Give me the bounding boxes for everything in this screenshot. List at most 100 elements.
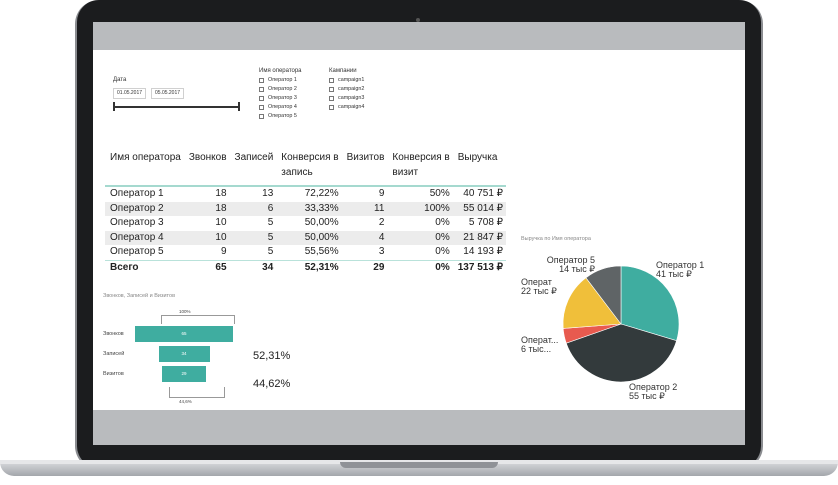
checkbox-icon[interactable] bbox=[259, 95, 264, 101]
table-header-text: визит bbox=[392, 167, 419, 178]
table-cell: 55 014 ₽ bbox=[452, 201, 507, 217]
table-total-cell: 65 bbox=[183, 259, 230, 276]
date-range-slider[interactable] bbox=[113, 106, 239, 108]
funnel-bottom-tick-left bbox=[169, 387, 170, 397]
table-row[interactable]: Оператор 5 9 5 55,56% 3 0% 14 193 ₽ bbox=[105, 245, 506, 260]
pie-title: Выручка по Имя оператора bbox=[521, 236, 591, 242]
pie-label-op5: Оператор 5 14 тыс ₽ bbox=[539, 256, 595, 274]
funnel-bar[interactable]: 34 bbox=[158, 346, 210, 362]
pie-label-op1-name: Оператор 1 bbox=[656, 260, 705, 270]
table-cell: 6 bbox=[229, 201, 277, 217]
funnel-bottom-tick-line bbox=[169, 397, 225, 398]
operator-checkbox-item[interactable]: Оператор 3 bbox=[259, 95, 297, 101]
funnel-stage-label: Записей bbox=[103, 351, 125, 357]
table-header-cell[interactable]: Имя оператора bbox=[105, 150, 184, 187]
table-row[interactable]: Оператор 4 10 5 50,00% 4 0% 21 847 ₽ bbox=[105, 230, 507, 246]
table-cell: 10 bbox=[215, 217, 227, 229]
pie-label-op4-value: 22 тыс ₽ bbox=[521, 286, 557, 296]
date-from-input[interactable]: 01.05.2017 bbox=[113, 88, 147, 99]
table-cell: 50,00% bbox=[304, 217, 339, 229]
conversion-calls-to-records: 52,31% bbox=[253, 350, 291, 362]
operator-checkbox-item[interactable]: Оператор 2 bbox=[259, 86, 297, 92]
table-cell: 0% bbox=[435, 246, 450, 258]
table-header-cell[interactable]: Визитов bbox=[341, 150, 388, 187]
table-cell: 18 bbox=[183, 201, 230, 217]
table-row[interactable]: Оператор 2 18 6 33,33% 11 100% 55 014 ₽ bbox=[105, 201, 507, 217]
campaign-checkbox-label: campaign3 bbox=[338, 95, 365, 101]
table-cell: 3 bbox=[378, 246, 385, 258]
pie-slice-op4[interactable] bbox=[562, 277, 622, 329]
pie-label-op1: Оператор 1 41 тыс ₽ bbox=[656, 261, 704, 279]
operator-checkbox-item[interactable]: Оператор 1 bbox=[259, 77, 297, 83]
pie-label-op4-name: Операт bbox=[521, 277, 552, 287]
funnel-bottom-tick: 44,6% bbox=[179, 399, 192, 404]
date-to-input[interactable]: 05.05.2017 bbox=[151, 88, 185, 99]
funnel-bar[interactable]: 65 bbox=[135, 326, 233, 342]
bottom-gray-bar bbox=[93, 410, 745, 445]
operators-table: Имя оператора Звонков Записей Конверсия в за… bbox=[105, 150, 507, 276]
funnel-title: Звонков, Записей и Визитов bbox=[103, 293, 175, 299]
table-cell: 5 708 ₽ bbox=[468, 217, 504, 229]
table-cell: 33,33% bbox=[276, 201, 342, 217]
pie-label-op5-value: 14 тыс ₽ bbox=[559, 264, 595, 274]
table-row[interactable]: Оператор 1 18 13 72,22% 9 50% 40 751 ₽ bbox=[105, 186, 506, 202]
table-cell: 50% bbox=[429, 188, 450, 199]
checkbox-icon[interactable] bbox=[259, 104, 264, 110]
funnel-bar[interactable]: 29 bbox=[162, 366, 206, 382]
top-gray-bar bbox=[93, 22, 745, 50]
operator-checkbox-item[interactable]: Оператор 5 bbox=[259, 113, 297, 119]
operator-checkbox-item[interactable]: Оператор 4 bbox=[259, 104, 297, 110]
table-header-cell[interactable]: Звонков bbox=[183, 150, 230, 187]
campaign-checkbox-item[interactable]: campaign4 bbox=[329, 104, 364, 110]
table-total-cell: 29 bbox=[341, 259, 388, 276]
table-header-text: Имя оператора bbox=[110, 152, 181, 163]
table-header-cell[interactable]: Конверсия в визит bbox=[387, 150, 453, 187]
table-cell: 72,22% bbox=[304, 188, 339, 199]
campaign-filter-label: Кампании bbox=[329, 68, 357, 74]
checkbox-icon[interactable] bbox=[329, 95, 334, 101]
checkbox-icon[interactable] bbox=[259, 86, 264, 92]
table-cell: 9 bbox=[378, 188, 385, 199]
checkbox-icon[interactable] bbox=[259, 77, 264, 83]
campaign-checkbox-label: campaign4 bbox=[338, 104, 365, 110]
pie-slice-op2[interactable] bbox=[565, 323, 677, 383]
table-cell: 9 bbox=[220, 246, 227, 258]
slider-handle-start[interactable] bbox=[113, 102, 115, 111]
table-body: Оператор 1 18 13 72,22% 9 50% 40 751 ₽ Оператор… bbox=[105, 186, 507, 276]
table-header-cell[interactable]: Конверсия в запись bbox=[276, 150, 342, 187]
table-cell: 13 bbox=[262, 188, 274, 199]
operator-filter-label: Имя оператора bbox=[259, 68, 302, 74]
funnel-bottom-tick-right bbox=[224, 387, 225, 397]
slider-handle-end[interactable] bbox=[238, 102, 240, 111]
table-header-text: Выручка bbox=[457, 152, 498, 163]
checkbox-icon[interactable] bbox=[329, 77, 334, 83]
table-header-text: Визитов bbox=[346, 152, 385, 163]
table-cell: 10 bbox=[183, 230, 230, 246]
pie-label-op2: Оператор 2 55 тыс ₽ bbox=[629, 383, 677, 401]
checkbox-icon[interactable] bbox=[329, 86, 334, 92]
pie-label-op3-value: 6 тыс... bbox=[521, 344, 552, 354]
pie-label-op3-name: Операт... bbox=[521, 335, 559, 345]
operator-checkbox-label: Оператор 4 bbox=[268, 104, 297, 110]
table-total-cell: 0% bbox=[387, 259, 453, 276]
operator-checkbox-label: Оператор 5 bbox=[268, 113, 297, 119]
table-row[interactable]: Оператор 3 10 5 50,00% 2 0% 5 708 ₽ bbox=[105, 216, 506, 231]
campaign-checkbox-item[interactable]: campaign3 bbox=[329, 95, 364, 101]
table-header-cell[interactable]: Записей bbox=[229, 150, 277, 187]
table-cell: Оператор 5 bbox=[110, 246, 164, 258]
pie-label-op1-value: 41 тыс ₽ bbox=[656, 269, 692, 279]
table-total-cell: Всего bbox=[105, 259, 184, 276]
campaign-checkbox-item[interactable]: campaign1 bbox=[329, 77, 364, 83]
campaign-checkbox-item[interactable]: campaign2 bbox=[329, 86, 364, 92]
laptop-notch bbox=[340, 462, 498, 468]
table-header-cell[interactable]: Выручка bbox=[452, 150, 507, 187]
pie-slice-op5[interactable] bbox=[585, 265, 622, 325]
revenue-pie-chart bbox=[562, 265, 680, 383]
pie-slice-op1[interactable] bbox=[620, 265, 680, 342]
checkbox-icon[interactable] bbox=[259, 113, 264, 119]
pie-label-op2-name: Оператор 2 bbox=[629, 382, 678, 392]
operator-checkbox-label: Оператор 2 bbox=[268, 86, 297, 92]
table-cell: 4 bbox=[341, 230, 388, 246]
funnel-stage-label: Визитов bbox=[103, 371, 124, 377]
checkbox-icon[interactable] bbox=[329, 104, 334, 110]
